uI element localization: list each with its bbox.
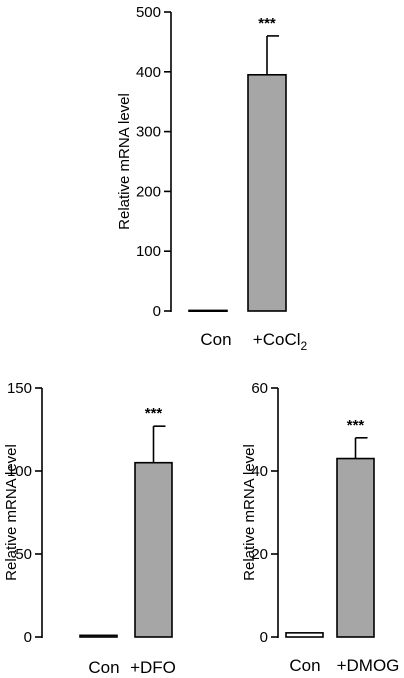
y-tick-label: 100 [7,463,32,480]
bar [336,457,375,638]
y-tick-label: 400 [136,64,161,81]
y-tick-label: 40 [251,463,268,480]
y-tick-label: 500 [136,4,161,21]
y-tick-label: 20 [251,546,268,563]
bar [79,634,118,638]
x-tick-label: Con [88,658,119,677]
bar [134,461,173,638]
chart-panel-dmog: 0 20 40 60 *** Con +DMOG Relative mRNA level [241,380,399,675]
y-axis-label: Relative mRNA level [241,444,258,581]
y-tick-label: 60 [251,380,268,397]
y-tick-label: 100 [136,243,161,260]
y-tick-label: 150 [7,380,32,397]
x-tick-label: +DMOG [337,656,400,675]
significance-label: *** [258,15,276,32]
significance-label: *** [145,405,163,422]
y-tick-label: 0 [153,303,161,320]
y-axis-label: Relative mRNA level [3,444,20,581]
x-tick-label: +DFO [130,658,176,677]
y-tick-label: 0 [24,629,32,646]
significance-label: *** [347,417,365,434]
y-tick-label: 50 [15,546,32,563]
y-tick-label: 300 [136,124,161,141]
chart-panel-dfo: 0 50 100 150 *** Con +DFO Relative mRNA level [3,380,176,677]
x-tick-label: Con [200,330,231,349]
chart-panel-cocl2: 0 100 200 300 400 500 *** Con +CoCl2 Relative mRN… [116,4,308,353]
bar [188,309,228,313]
y-tick-label: 0 [260,629,268,646]
bar [285,632,324,638]
x-tick-label: Con [289,656,320,675]
bar [247,73,287,312]
y-axis-label: Relative mRNA level [116,93,133,230]
x-tick-label: +CoCl2 [253,330,308,353]
y-tick-label: 200 [136,183,161,200]
